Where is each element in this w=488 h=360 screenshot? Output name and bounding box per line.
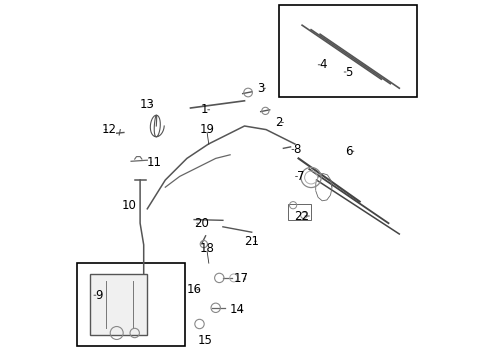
Bar bbox=[287, 204, 310, 220]
Text: 8: 8 bbox=[292, 143, 300, 156]
Text: 16: 16 bbox=[186, 283, 201, 296]
Text: 12: 12 bbox=[102, 123, 117, 136]
Text: 3: 3 bbox=[257, 82, 264, 95]
Text: 9: 9 bbox=[95, 289, 102, 302]
Text: 5: 5 bbox=[345, 66, 352, 78]
Bar bbox=[278, 5, 416, 97]
Text: 15: 15 bbox=[197, 334, 212, 347]
Text: 6: 6 bbox=[345, 145, 352, 158]
Text: 18: 18 bbox=[199, 242, 214, 255]
Text: 22: 22 bbox=[294, 210, 309, 222]
Text: 2: 2 bbox=[274, 116, 282, 129]
Text: 20: 20 bbox=[193, 217, 208, 230]
Text: 11: 11 bbox=[147, 156, 162, 168]
Bar bbox=[89, 274, 147, 335]
Text: 7: 7 bbox=[296, 170, 304, 183]
Text: 19: 19 bbox=[199, 123, 214, 136]
Text: 13: 13 bbox=[140, 98, 154, 111]
Text: 4: 4 bbox=[319, 58, 326, 71]
Text: 1: 1 bbox=[201, 103, 208, 116]
Text: 17: 17 bbox=[233, 273, 248, 285]
Bar bbox=[77, 263, 185, 346]
Text: 10: 10 bbox=[122, 199, 137, 212]
Text: 14: 14 bbox=[229, 303, 244, 316]
Text: 21: 21 bbox=[244, 235, 259, 248]
